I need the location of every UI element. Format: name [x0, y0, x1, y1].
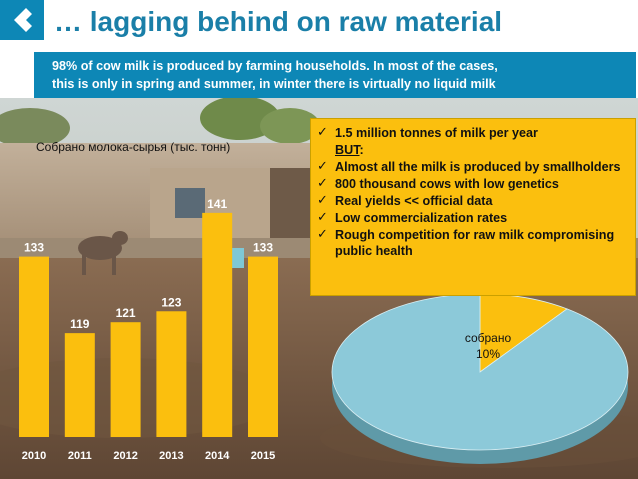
bullet-item: ✓ 800 thousand cows with low genetics	[317, 176, 631, 192]
bullet-text: 800 thousand cows with low genetics	[335, 177, 559, 191]
bar-2014	[202, 212, 233, 437]
bullet-text: Real yields << official data	[335, 194, 493, 208]
bullet-text: Low commercialization rates	[335, 211, 508, 225]
check-icon: ✓	[317, 159, 328, 174]
bullet-item: ✓ Low commercialization rates	[317, 210, 631, 226]
check-icon: ✓	[317, 210, 328, 225]
slide-title: … lagging behind on raw material	[54, 6, 503, 37]
bar-chart: 133 2010 119 2011 121 2012 123 2013 141 2014 133 20…	[19, 197, 278, 462]
pie-slice-value: 10%	[476, 347, 500, 361]
check-icon: ✓	[317, 227, 328, 242]
bar-value-label: 121	[116, 306, 136, 320]
x-tick-label: 2010	[22, 450, 46, 462]
check-icon: ✓	[317, 193, 328, 208]
x-tick-label: 2012	[113, 450, 137, 462]
bullet-text: Rough competition for raw milk compromis…	[335, 228, 615, 258]
x-tick-label: 2013	[159, 450, 183, 462]
bar-value-label: 123	[161, 295, 181, 309]
bullet-item: ✓ Almost all the milk is produced by sma…	[317, 159, 631, 175]
bar-2012	[110, 322, 141, 437]
check-icon: ✓	[317, 125, 328, 140]
bullet-item: BUT:	[317, 142, 631, 158]
check-icon: ✓	[317, 176, 328, 191]
bar-value-label: 133	[253, 241, 273, 255]
bar-value-label: 141	[207, 197, 227, 211]
bar-2015	[248, 256, 278, 437]
x-tick-label: 2014	[205, 450, 230, 462]
subtitle-line-1: 98% of cow milk is produced by farming h…	[52, 59, 498, 73]
bar-chart-title: Собрано молока-сырья (тыс. тонн)	[36, 140, 231, 154]
bullet-item: ✓ Real yields << official data	[317, 193, 631, 209]
bar-2010	[19, 256, 49, 437]
pie-slice	[331, 293, 629, 451]
bullet-text: BUT:	[335, 142, 631, 158]
subtitle-banner: 98% of cow milk is produced by farming h…	[34, 52, 636, 98]
key-facts-box: ✓ 1.5 million tonnes of milk per year BU…	[310, 118, 636, 296]
pie-slice-label: собрано	[465, 331, 512, 345]
bar-2013	[156, 311, 187, 437]
bullet-text: Almost all the milk is produced by small…	[335, 160, 621, 174]
bar-2011	[64, 333, 95, 437]
x-tick-label: 2011	[68, 450, 92, 462]
bar-value-label: 119	[70, 317, 90, 331]
chevron-logo-icon	[14, 8, 32, 32]
but-colon: :	[359, 143, 364, 157]
bar-value-label: 133	[24, 241, 44, 255]
subtitle-line-2: this is only in spring and summer, in wi…	[52, 77, 496, 91]
bullet-item: ✓ Rough competition for raw milk comprom…	[317, 227, 631, 259]
pie-chart: собрано 10%	[331, 293, 629, 464]
bullet-text: 1.5 million tonnes of milk per year	[335, 126, 538, 140]
but-label: BUT	[335, 143, 360, 157]
bullet-item: ✓ 1.5 million tonnes of milk per year	[317, 125, 631, 141]
x-tick-label: 2015	[251, 450, 275, 462]
brand-logo	[0, 0, 44, 40]
